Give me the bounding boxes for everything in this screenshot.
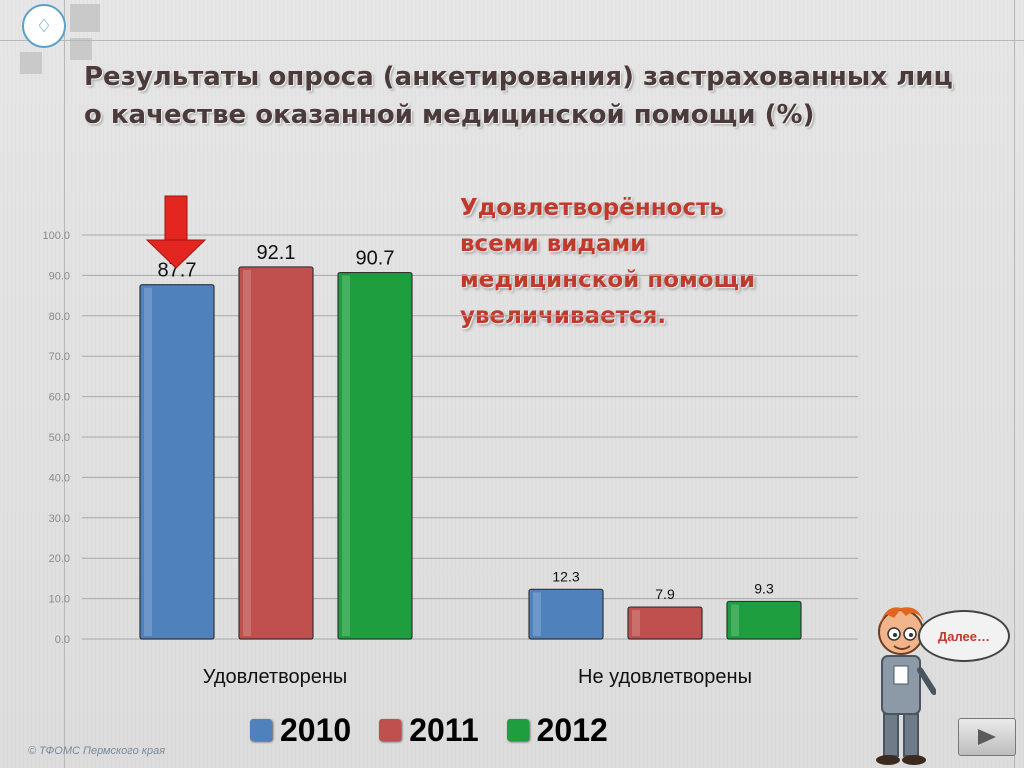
y-tick-label: 100.0 — [42, 230, 70, 242]
data-label: 9.3 — [754, 580, 774, 596]
legend-item-2012: 2012 — [506, 711, 608, 749]
bar — [528, 588, 604, 640]
title-line-1: Результаты опроса (анкетирования) застра… — [84, 62, 953, 92]
bar-highlight — [533, 592, 541, 636]
bar — [238, 266, 314, 640]
page-title: Результаты опроса (анкетирования) застра… — [84, 58, 984, 134]
callout-line-1: Удовлетворённость — [460, 195, 724, 221]
y-tick-label: 20.0 — [49, 553, 70, 565]
data-label: 92.1 — [257, 242, 296, 264]
play-triangle-icon — [978, 729, 996, 745]
y-tick-label: 10.0 — [49, 594, 70, 606]
y-tick-label: 80.0 — [49, 311, 70, 323]
decor-line — [1014, 0, 1015, 768]
legend-label: 2011 — [409, 711, 479, 748]
y-tick-label: 60.0 — [49, 392, 70, 404]
bar-highlight — [144, 287, 152, 636]
decor-square — [20, 52, 42, 74]
legend-swatch — [250, 719, 272, 741]
bar — [139, 284, 215, 640]
bar — [337, 271, 413, 640]
y-tick-label: 30.0 — [49, 513, 70, 525]
title-line-2: о качестве оказанной медицинской помощи … — [84, 100, 815, 130]
decor-line — [0, 40, 1024, 41]
legend-item-2010: 2010 — [250, 712, 351, 749]
bar-highlight — [632, 610, 640, 636]
legend-label: 2012 — [536, 711, 608, 748]
bar-highlight — [342, 275, 350, 636]
red-down-arrow-icon — [145, 195, 207, 269]
category-label-satisfied: Удовлетворены — [202, 666, 348, 688]
legend-swatch — [506, 719, 529, 741]
bar-highlight — [243, 269, 251, 636]
cartoon-man-icon — [876, 607, 936, 765]
next-bubble-label: Далее… — [937, 628, 991, 644]
y-tick-label: 0.0 — [55, 634, 70, 646]
chart-legend: 2010 2011 2012 — [250, 708, 608, 752]
callout-line-3: медицинской помощи — [460, 267, 756, 293]
bar — [627, 606, 703, 640]
y-tick-label: 90.0 — [49, 270, 70, 282]
data-label: 7.9 — [655, 586, 675, 602]
bar-highlight — [731, 604, 739, 636]
decor-square — [70, 4, 100, 32]
legend-swatch — [379, 719, 402, 741]
tfoms-logo-icon: ♢ — [22, 4, 66, 48]
y-tick-label: 70.0 — [49, 351, 70, 363]
category-label-not-satisfied: Не удовлетворены — [578, 666, 752, 688]
data-label: 12.3 — [552, 568, 579, 584]
legend-item-2011: 2011 — [379, 711, 479, 749]
callout-text: Удовлетворённость всеми видами медицинск… — [460, 190, 840, 334]
callout-line-4: увеличивается. — [460, 303, 667, 329]
legend-label: 2010 — [280, 711, 352, 748]
data-label: 87.7 — [158, 260, 197, 282]
y-tick-label: 40.0 — [49, 472, 70, 484]
y-tick-label: 50.0 — [49, 432, 70, 444]
decor-square — [70, 38, 92, 60]
copyright-text: © ТФОМС Пермского края — [28, 745, 166, 757]
callout-line-2: всеми видами — [460, 231, 647, 257]
bar — [726, 600, 802, 640]
next-slide-button[interactable] — [958, 718, 1016, 756]
data-label: 90.7 — [356, 248, 395, 270]
next-speech-bubble[interactable]: Далее… — [918, 610, 1010, 662]
decor-line — [64, 0, 65, 768]
